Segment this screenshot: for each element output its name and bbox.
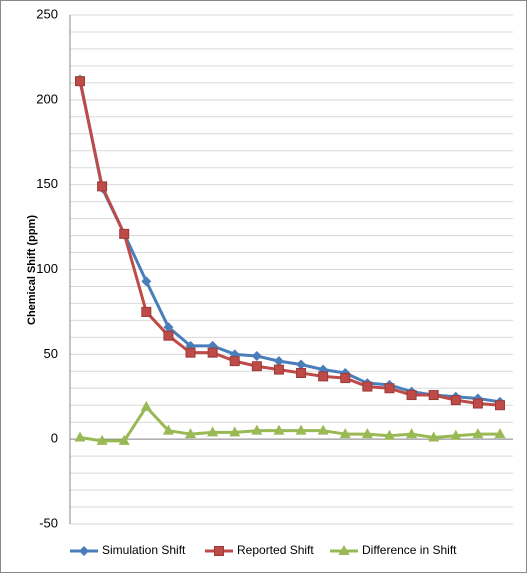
marker (251, 361, 262, 372)
legend-marker (338, 545, 350, 555)
marker (141, 306, 152, 317)
marker (118, 434, 130, 445)
y-tick-label: 150 (36, 176, 58, 191)
marker (296, 367, 307, 378)
legend-label: Difference in Shift (362, 543, 457, 557)
y-tick-label: -50 (39, 515, 58, 530)
marker (317, 424, 329, 435)
marker (428, 431, 440, 442)
marker (339, 428, 351, 439)
marker (450, 395, 461, 406)
marker (472, 428, 484, 439)
marker (273, 364, 284, 375)
marker (362, 381, 373, 392)
marker (97, 181, 108, 192)
marker (251, 424, 263, 435)
marker (383, 429, 395, 440)
marker (384, 383, 395, 394)
marker (428, 390, 439, 401)
marker (450, 429, 462, 440)
marker (162, 424, 174, 435)
marker (406, 390, 417, 401)
marker (207, 426, 219, 437)
legend-label: Reported Shift (237, 543, 314, 557)
marker (251, 351, 262, 362)
legend-marker (79, 546, 89, 556)
marker (185, 428, 197, 439)
marker (141, 276, 152, 287)
marker (229, 356, 240, 367)
marker (163, 330, 174, 341)
marker (96, 434, 108, 445)
marker (295, 424, 307, 435)
marker (472, 398, 483, 409)
y-tick-label: 250 (36, 6, 58, 21)
marker (119, 228, 130, 239)
marker (296, 359, 307, 370)
marker (361, 428, 373, 439)
marker (406, 428, 418, 439)
marker (273, 424, 285, 435)
marker (207, 347, 218, 358)
legend-label: Simulation Shift (102, 543, 186, 557)
marker (494, 428, 506, 439)
y-tick-label: 100 (36, 261, 58, 276)
legend-marker (214, 546, 224, 556)
y-tick-label: 0 (51, 431, 58, 446)
marker (340, 373, 351, 384)
marker (318, 371, 329, 382)
marker (185, 347, 196, 358)
marker (163, 322, 174, 333)
y-tick-label: 50 (44, 346, 58, 361)
marker (74, 431, 86, 442)
marker (140, 400, 152, 411)
y-axis-label: Chemical Shift (ppm) (26, 215, 38, 325)
marker (273, 356, 284, 367)
y-tick-label: 200 (36, 91, 58, 106)
marker (75, 76, 85, 87)
marker (229, 426, 241, 437)
marker (495, 400, 505, 411)
